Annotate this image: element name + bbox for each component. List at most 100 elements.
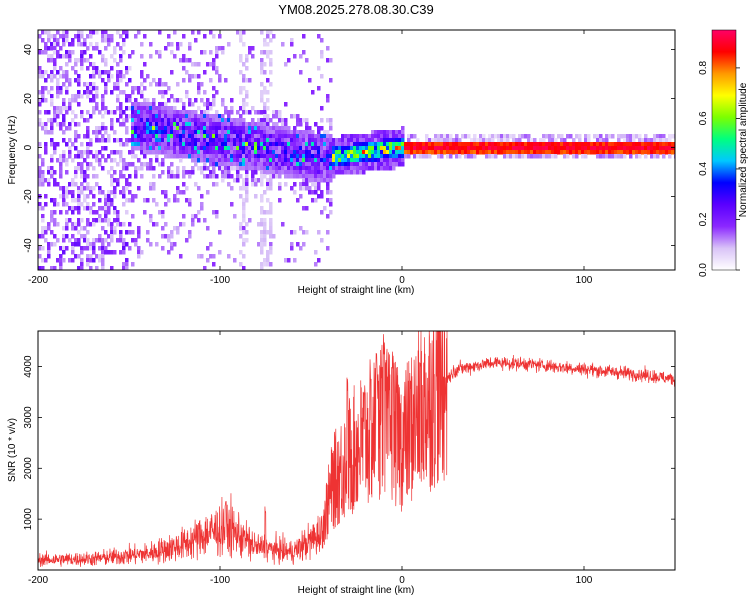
spectrogram-cell bbox=[326, 46, 330, 51]
spectrogram-cell bbox=[152, 78, 156, 83]
spectrogram-cell bbox=[617, 142, 621, 147]
spectrogram-cell bbox=[239, 162, 243, 167]
spectrogram-cell bbox=[494, 150, 498, 155]
spectrogram-cell bbox=[173, 198, 177, 203]
spectrogram-cell bbox=[56, 110, 60, 115]
spectrogram-cell bbox=[56, 158, 60, 163]
spectrogram-cell bbox=[386, 130, 390, 135]
spectrogram-cell bbox=[251, 118, 255, 123]
spectrogram-cell bbox=[287, 138, 291, 143]
spectrogram-cell bbox=[77, 222, 81, 227]
spectrogram-cell bbox=[611, 134, 615, 139]
spectrogram-cell bbox=[71, 198, 75, 203]
spectrogram-cell bbox=[287, 142, 291, 147]
spectrogram-cell bbox=[77, 90, 81, 95]
spectrogram-cell bbox=[323, 170, 327, 175]
colorbar-tick-label: 0.2 bbox=[698, 212, 709, 226]
spectrogram-cell bbox=[275, 170, 279, 175]
spectrogram-cell bbox=[215, 90, 219, 95]
spectrogram-cell bbox=[167, 110, 171, 115]
spectrogram-cell bbox=[140, 102, 144, 107]
spectrogram-cell bbox=[173, 226, 177, 231]
spectrogram-cell bbox=[173, 30, 177, 35]
spectrogram-cell bbox=[47, 250, 51, 255]
spectrogram-cell bbox=[164, 82, 168, 87]
spectrogram-cell bbox=[242, 134, 246, 139]
spectrogram-cell bbox=[197, 106, 201, 111]
spectrogram-cell bbox=[119, 90, 123, 95]
spectrogram-cell bbox=[68, 50, 72, 55]
spectrogram-cell bbox=[47, 242, 51, 247]
spectrogram-cell bbox=[245, 238, 249, 243]
spectrogram-cell bbox=[362, 162, 366, 167]
spectrogram-cell bbox=[644, 146, 648, 151]
spectrogram-cell bbox=[113, 86, 117, 91]
spectrogram-cell bbox=[167, 174, 171, 179]
spectrogram-cell bbox=[470, 142, 474, 147]
spectrogram-cell bbox=[374, 162, 378, 167]
spectrogram-cell bbox=[326, 98, 330, 103]
spectrogram-cell bbox=[227, 174, 231, 179]
spectrogram-cell bbox=[140, 126, 144, 131]
spectrogram-cell bbox=[134, 242, 138, 247]
spectrogram-cell bbox=[287, 126, 291, 131]
spectrogram-cell bbox=[263, 190, 267, 195]
spectrogram-cell bbox=[77, 42, 81, 47]
spectrogram-cell bbox=[107, 202, 111, 207]
spectrogram-cell bbox=[644, 154, 648, 159]
spectrogram-cell bbox=[164, 154, 168, 159]
spectrogram-cell bbox=[542, 146, 546, 151]
spectrogram-cell bbox=[437, 154, 441, 159]
spectrogram-cell bbox=[617, 138, 621, 143]
spectrogram-cell bbox=[338, 166, 342, 171]
spectrogram-cell bbox=[134, 170, 138, 175]
spectrogram-cell bbox=[194, 38, 198, 43]
spectrogram-cell bbox=[527, 134, 531, 139]
spectrogram-cell bbox=[293, 54, 297, 59]
spectrogram-cell bbox=[332, 174, 336, 179]
spectrogram-cell bbox=[236, 146, 240, 151]
spectrogram-cell bbox=[299, 122, 303, 127]
spectrogram-cell bbox=[500, 134, 504, 139]
spectrogram-cell bbox=[287, 58, 291, 63]
spectrogram-cell bbox=[80, 258, 84, 263]
spectrogram-cell bbox=[119, 230, 123, 235]
spectrogram-cell bbox=[284, 138, 288, 143]
spectrogram-cell bbox=[308, 138, 312, 143]
spectrogram-cell bbox=[41, 266, 45, 270]
spectrogram-cell bbox=[149, 130, 153, 135]
spectrogram-cell bbox=[305, 138, 309, 143]
spectrogram-cell bbox=[110, 198, 114, 203]
spectrogram-cell bbox=[263, 150, 267, 155]
spectrogram-cell bbox=[203, 142, 207, 147]
spectrogram-cell bbox=[239, 146, 243, 151]
spectrogram-cell bbox=[98, 150, 102, 155]
spectrogram-cell bbox=[95, 218, 99, 223]
spectrogram-cell bbox=[110, 222, 114, 227]
spectrogram-cell bbox=[491, 142, 495, 147]
spectrogram-cell bbox=[143, 130, 147, 135]
spectrogram-cell bbox=[545, 154, 549, 159]
spectrogram-cell bbox=[86, 222, 90, 227]
spectrogram-cell bbox=[251, 138, 255, 143]
spectrogram-cell bbox=[599, 134, 603, 139]
spectrogram-cell bbox=[287, 130, 291, 135]
spectrogram-cell bbox=[320, 178, 324, 183]
spectrogram-cell bbox=[167, 86, 171, 91]
spectrogram-cell bbox=[212, 94, 216, 99]
spectrogram-cell bbox=[440, 146, 444, 151]
spectrogram-cell bbox=[95, 238, 99, 243]
spectrogram-cell bbox=[83, 118, 87, 123]
spectrogram-cell bbox=[341, 134, 345, 139]
spectrogram-cell bbox=[350, 170, 354, 175]
spectrogram-cell bbox=[89, 190, 93, 195]
spectrogram-cell bbox=[125, 30, 129, 35]
spectrogram-cell bbox=[260, 94, 264, 99]
spectrogram-cell bbox=[608, 134, 612, 139]
spectrogram-cell bbox=[254, 122, 258, 127]
spectrogram-cell bbox=[281, 122, 285, 127]
spectrogram-cell bbox=[164, 114, 168, 119]
spectrogram-cell bbox=[215, 162, 219, 167]
spectrogram-cell bbox=[188, 126, 192, 131]
spectrogram-cell bbox=[116, 106, 120, 111]
